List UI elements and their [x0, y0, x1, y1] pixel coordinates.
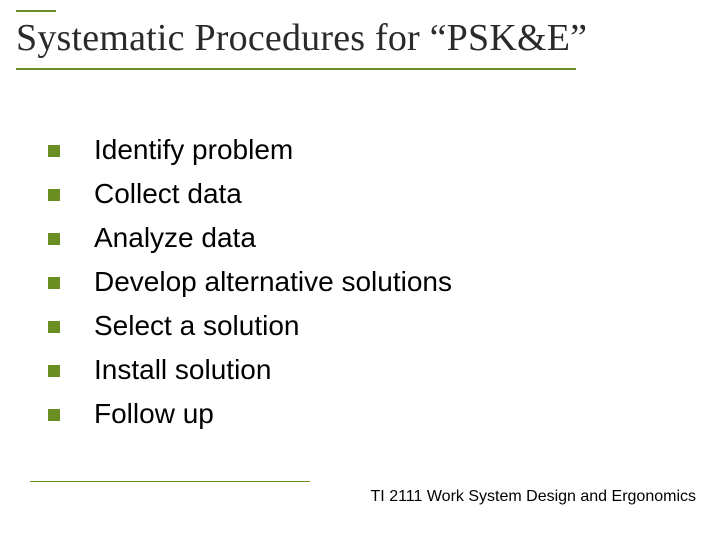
title-block: Systematic Procedures for “PSK&E” [16, 10, 704, 66]
title-accent-tick [16, 10, 56, 12]
list-item: Follow up [48, 392, 668, 436]
footer-text: TI 2111 Work System Design and Ergonomic… [371, 488, 696, 506]
list-item-text: Develop alternative solutions [94, 266, 452, 298]
square-bullet-icon [48, 321, 60, 333]
slide-title: Systematic Procedures for “PSK&E” [16, 10, 704, 66]
list-item-text: Collect data [94, 178, 242, 210]
square-bullet-icon [48, 189, 60, 201]
list-item: Collect data [48, 172, 668, 216]
list-item-text: Follow up [94, 398, 214, 430]
square-bullet-icon [48, 365, 60, 377]
slide: Systematic Procedures for “PSK&E” Identi… [0, 0, 720, 540]
list-item: Identify problem [48, 128, 668, 172]
square-bullet-icon [48, 409, 60, 421]
square-bullet-icon [48, 277, 60, 289]
list-item-text: Install solution [94, 354, 271, 386]
list-item: Develop alternative solutions [48, 260, 668, 304]
list-item: Install solution [48, 348, 668, 392]
bullet-list: Identify problem Collect data Analyze data… [48, 128, 668, 436]
list-item: Analyze data [48, 216, 668, 260]
list-item-text: Select a solution [94, 310, 299, 342]
square-bullet-icon [48, 145, 60, 157]
list-item-text: Identify problem [94, 134, 293, 166]
list-item: Select a solution [48, 304, 668, 348]
title-underline [16, 68, 576, 70]
square-bullet-icon [48, 233, 60, 245]
list-item-text: Analyze data [94, 222, 256, 254]
footer-accent-line [30, 481, 310, 482]
